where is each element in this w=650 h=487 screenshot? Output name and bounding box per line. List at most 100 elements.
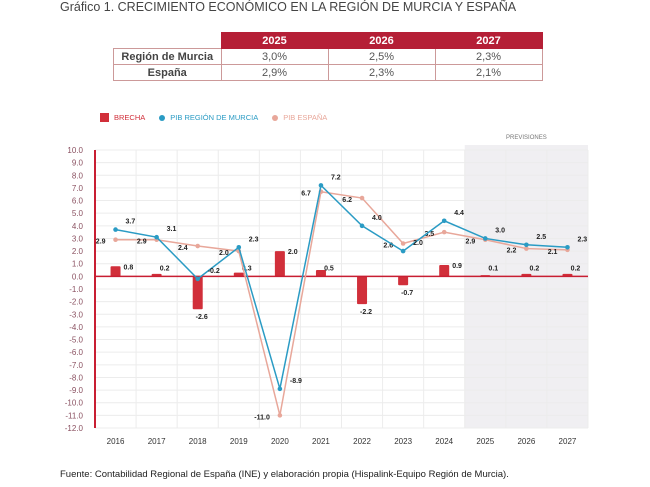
point-murcia <box>441 218 447 224</box>
point-label-espana: 2.9 <box>96 239 106 246</box>
bar-brecha <box>357 276 368 305</box>
y-tick-label: 10.0 <box>67 146 83 155</box>
point-murcia <box>318 183 324 188</box>
point-label-espana: 2.6 <box>383 243 393 250</box>
y-tick-label: -11.0 <box>65 411 83 420</box>
bar-label: 0.1 <box>488 265 498 272</box>
point-label-murcia: 2.5 <box>536 234 546 241</box>
bar-label: -2.2 <box>360 309 372 316</box>
point-murcia <box>524 242 529 248</box>
point-espana <box>441 229 447 235</box>
bar-label: 0.9 <box>452 263 462 270</box>
legend-item-espana: PIB ESPAÑA <box>272 113 327 122</box>
x-tick-label: 2023 <box>394 437 412 446</box>
y-tick-label: 8.0 <box>72 171 84 180</box>
point-label-murcia: 7.2 <box>331 174 341 181</box>
legend-item-brecha: BRECHA <box>100 113 145 122</box>
y-tick-label: -3.0 <box>69 310 83 319</box>
forecast-region <box>464 145 588 428</box>
bar-label: 0.2 <box>571 265 581 272</box>
forecast-table: 2025 2026 2027 Región de Murcia 3,0% 2,5… <box>113 32 543 81</box>
point-murcia <box>277 386 283 392</box>
y-tick-label: 6.0 <box>72 197 84 206</box>
point-label-espana: 2.4 <box>178 245 188 252</box>
bar-brecha <box>192 276 203 310</box>
header-2027: 2027 <box>434 32 543 49</box>
x-tick-label: 2021 <box>312 437 330 446</box>
point-murcia <box>565 245 570 250</box>
line-espana <box>115 190 568 416</box>
point-label-murcia: 3.0 <box>495 227 505 234</box>
y-tick-label: 2.0 <box>72 247 84 256</box>
point-label-espana: 2.0 <box>219 250 229 257</box>
point-label-espana: 6.2 <box>342 197 352 204</box>
y-tick-label: 5.0 <box>72 209 84 218</box>
point-label-murcia: 3.7 <box>126 219 136 226</box>
point-label-espana: 2.9 <box>137 239 147 246</box>
bar-brecha <box>315 270 326 277</box>
x-tick-label: 2016 <box>107 437 125 446</box>
x-tick-label: 2019 <box>230 437 248 446</box>
forecast-label: PREVISIONES <box>506 135 547 141</box>
table-row: Región de Murcia 3,0% 2,5% 2,3% <box>113 48 543 65</box>
point-label-espana: 6.7 <box>301 191 311 198</box>
y-tick-label: 3.0 <box>72 234 84 243</box>
y-tick-label: -2.0 <box>69 298 83 307</box>
y-tick-label: -4.0 <box>69 323 83 332</box>
x-tick-label: 2025 <box>476 437 494 446</box>
x-tick-label: 2024 <box>435 437 453 446</box>
y-tick-label: 4.0 <box>72 222 84 231</box>
y-tick-label: 7.0 <box>72 184 84 193</box>
cell: 2,3% <box>327 64 436 81</box>
header-2025: 2025 <box>220 32 329 49</box>
point-label-espana: 2.9 <box>466 239 476 246</box>
point-espana <box>524 246 529 251</box>
bar-label: -0.7 <box>401 290 413 297</box>
y-tick-label: -10.0 <box>65 399 84 408</box>
bar-brecha <box>274 251 285 277</box>
bar-brecha <box>398 276 409 286</box>
y-tick-label: 9.0 <box>72 159 84 168</box>
line-murcia <box>115 183 568 390</box>
point-murcia <box>154 234 159 240</box>
bar-label: 0.2 <box>160 265 170 272</box>
point-murcia <box>113 227 118 232</box>
chart-title: Gráfico 1. CRECIMIENTO ECONÓMICO EN LA R… <box>60 0 517 14</box>
point-espana <box>400 241 406 246</box>
y-tick-label: 1.0 <box>72 260 84 269</box>
point-espana <box>359 195 365 201</box>
point-espana <box>277 413 283 418</box>
point-espana <box>195 243 201 249</box>
point-label-murcia: 4.0 <box>372 215 382 222</box>
bar-label: 2.0 <box>288 249 298 256</box>
point-label-espana: 2.2 <box>507 248 517 255</box>
bar-brecha <box>233 272 244 277</box>
point-murcia <box>400 248 406 254</box>
point-murcia <box>195 276 201 282</box>
y-tick-label: -12.0 <box>65 424 84 433</box>
bar-label: 0.5 <box>324 265 334 272</box>
x-tick-label: 2020 <box>271 437 289 446</box>
x-tick-label: 2022 <box>353 437 371 446</box>
point-label-murcia: -0.2 <box>208 268 220 275</box>
point-label-murcia: 2.3 <box>249 236 259 243</box>
x-tick-label: 2027 <box>559 437 577 446</box>
point-label-espana: 2.1 <box>548 249 558 256</box>
point-murcia <box>359 223 365 229</box>
point-label-espana: 3.5 <box>424 231 434 238</box>
bar-swatch-icon <box>100 113 109 122</box>
point-label-murcia: 2.3 <box>577 236 587 243</box>
bar-label: 0.8 <box>124 264 134 271</box>
point-label-murcia: 3.1 <box>167 226 177 233</box>
x-tick-label: 2018 <box>189 437 207 446</box>
point-murcia <box>482 236 488 241</box>
y-tick-label: -1.0 <box>69 285 83 294</box>
y-tick-label: -5.0 <box>69 336 83 345</box>
point-label-murcia: 4.4 <box>454 210 464 217</box>
legend-item-murcia: PIB REGIÓN DE MURCIA <box>159 113 258 122</box>
bar-brecha <box>439 264 450 277</box>
source-footnote: Fuente: Contabilidad Regional de España … <box>60 469 509 480</box>
x-tick-label: 2017 <box>148 437 166 446</box>
y-tick-label: 0.0 <box>72 272 84 281</box>
